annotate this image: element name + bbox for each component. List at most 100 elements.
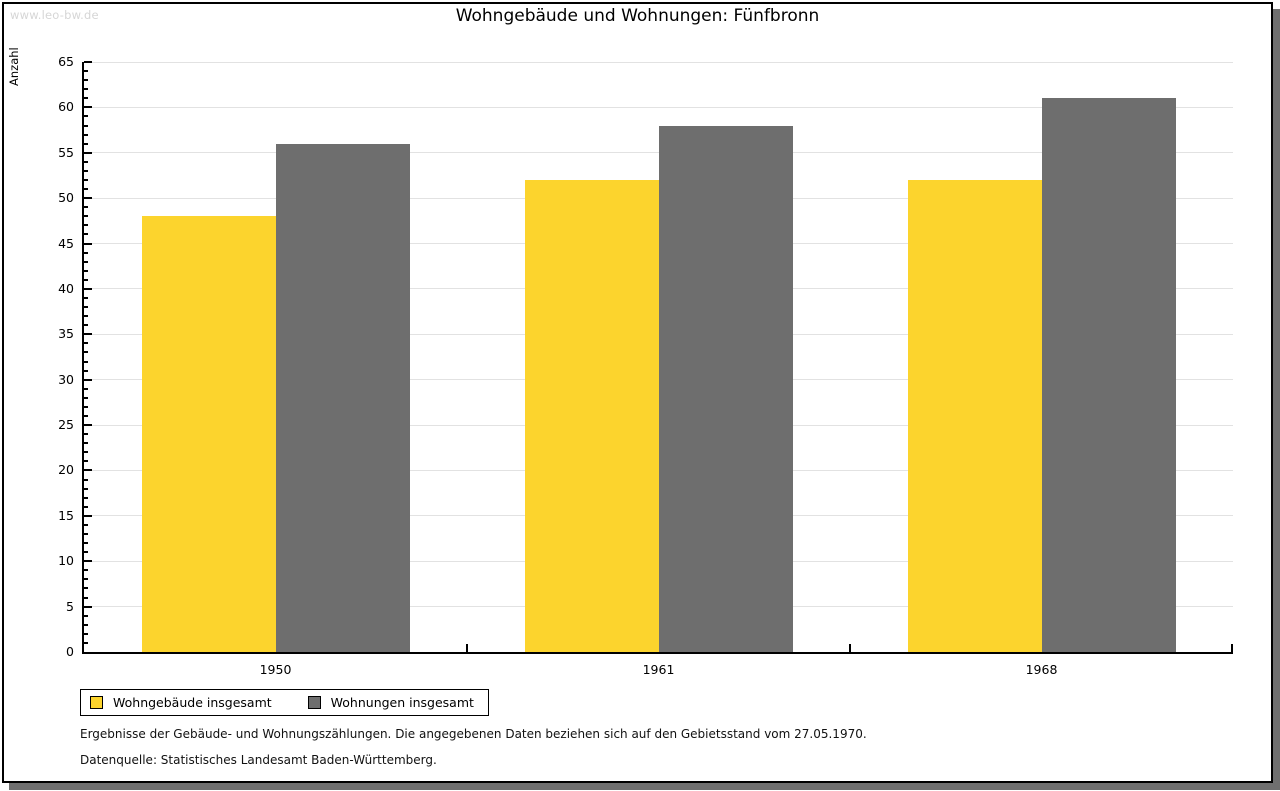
y-minor-tick-41: [84, 278, 88, 281]
y-tick-label-55: 55: [58, 144, 74, 160]
y-minor-tick-56: [84, 142, 88, 145]
y-tick-label-50: 50: [58, 190, 74, 206]
x-end-tick: [1231, 644, 1233, 652]
y-minor-tick-44: [84, 251, 88, 254]
y-minor-tick-3: [84, 623, 88, 626]
y-minor-tick-46: [84, 233, 88, 236]
y-tick-label-40: 40: [58, 280, 74, 296]
bar-series1-1968: [907, 180, 1042, 652]
bar-series2-1950: [275, 143, 410, 652]
y-minor-tick-29: [84, 387, 88, 390]
x-tick-label-1968: 1968: [1025, 662, 1058, 677]
bar-series2-1968: [1041, 98, 1176, 652]
y-major-tick-25: [84, 424, 92, 427]
y-tick-label-25: 25: [58, 417, 74, 433]
legend-swatch-2: [307, 696, 321, 709]
footnote-line1: Ergebnisse der Gebäude- und Wohnungszähl…: [80, 727, 867, 741]
y-major-tick-45: [84, 242, 92, 245]
y-major-tick-50: [84, 197, 92, 200]
y-minor-tick-39: [84, 297, 88, 299]
legend-item-1: Wohngebäude insgesamt: [90, 695, 272, 710]
gridline-60: [84, 106, 1233, 108]
y-minor-tick-34: [84, 342, 88, 345]
y-major-tick-30: [84, 378, 92, 381]
y-tick-label-0: 0: [66, 644, 74, 659]
y-minor-tick-58: [84, 124, 88, 127]
bar-series2-1961: [658, 125, 793, 652]
y-tick-label-5: 5: [66, 598, 74, 614]
y-minor-tick-22: [84, 451, 88, 454]
y-minor-tick-23: [84, 442, 88, 445]
watermark: www.leo-bw.de: [10, 8, 99, 22]
y-minor-tick-61: [84, 97, 88, 100]
y-minor-tick-6: [84, 596, 88, 599]
y-minor-tick-27: [84, 405, 88, 408]
y-minor-tick-17: [84, 496, 88, 499]
y-minor-tick-52: [84, 179, 88, 181]
y-minor-tick-37: [84, 315, 88, 318]
y-minor-tick-64: [84, 70, 88, 73]
y-major-tick-65: [84, 61, 92, 63]
y-major-tick-20: [84, 469, 92, 472]
y-major-tick-55: [84, 151, 92, 154]
gridline-65: [84, 61, 1233, 63]
bar-series1-1950: [141, 216, 276, 652]
y-minor-tick-21: [84, 460, 88, 463]
y-minor-tick-33: [84, 351, 88, 354]
y-minor-tick-4: [84, 614, 88, 617]
y-minor-tick-42: [84, 269, 88, 272]
x-boundary-tick-1: [466, 644, 468, 652]
plot-area: [82, 61, 1233, 654]
y-tick-label-10: 10: [58, 553, 74, 569]
y-minor-tick-18: [84, 487, 88, 490]
legend-label-1: Wohngebäude insgesamt: [113, 695, 272, 710]
legend: Wohngebäude insgesamt Wohnungen insgesamt: [80, 689, 489, 716]
y-minor-tick-19: [84, 478, 88, 481]
y-minor-tick-8: [84, 578, 88, 581]
y-minor-tick-47: [84, 224, 88, 227]
y-minor-tick-12: [84, 542, 88, 545]
y-minor-tick-48: [84, 215, 88, 218]
y-major-tick-60: [84, 106, 92, 109]
footnote-line2: Datenquelle: Statistisches Landesamt Bad…: [80, 753, 437, 767]
legend-label-2: Wohnungen insgesamt: [330, 695, 474, 710]
y-minor-tick-49: [84, 206, 88, 209]
y-major-tick-35: [84, 333, 92, 336]
chart-title: Wohngebäude und Wohnungen: Fünfbronn: [455, 6, 820, 26]
y-tick-label-45: 45: [58, 235, 74, 251]
y-minor-tick-36: [84, 324, 88, 327]
legend-swatch-1: [90, 696, 103, 709]
y-minor-tick-1: [84, 641, 88, 644]
y-tick-label-20: 20: [58, 462, 74, 478]
legend-item-2: Wohnungen insgesamt: [307, 695, 474, 710]
y-minor-tick-14: [84, 523, 88, 526]
y-minor-tick-57: [84, 133, 88, 136]
y-minor-tick-16: [84, 505, 88, 508]
y-minor-tick-13: [84, 533, 88, 535]
y-minor-tick-59: [84, 115, 88, 118]
y-tick-label-30: 30: [58, 371, 74, 387]
y-minor-tick-43: [84, 260, 88, 263]
y-tick-label-65: 65: [58, 54, 74, 69]
y-tick-label-60: 60: [58, 99, 74, 115]
y-minor-tick-63: [84, 79, 88, 82]
y-minor-tick-51: [84, 188, 88, 191]
y-minor-tick-38: [84, 306, 88, 309]
y-major-tick-5: [84, 605, 92, 608]
y-minor-tick-31: [84, 369, 88, 372]
y-minor-tick-53: [84, 169, 88, 172]
y-minor-tick-28: [84, 396, 88, 399]
bar-series1-1961: [524, 180, 659, 652]
y-axis-label: Anzahl: [7, 47, 21, 86]
y-tick-label-35: 35: [58, 326, 74, 342]
x-tick-label-1950: 1950: [259, 662, 292, 677]
y-minor-tick-11: [84, 551, 88, 554]
x-tick-label-1961: 1961: [642, 662, 675, 677]
y-minor-tick-9: [84, 569, 88, 572]
y-major-tick-10: [84, 560, 92, 563]
y-minor-tick-24: [84, 433, 88, 436]
y-major-tick-15: [84, 514, 92, 517]
y-minor-tick-7: [84, 587, 88, 590]
x-boundary-tick-2: [849, 644, 851, 652]
